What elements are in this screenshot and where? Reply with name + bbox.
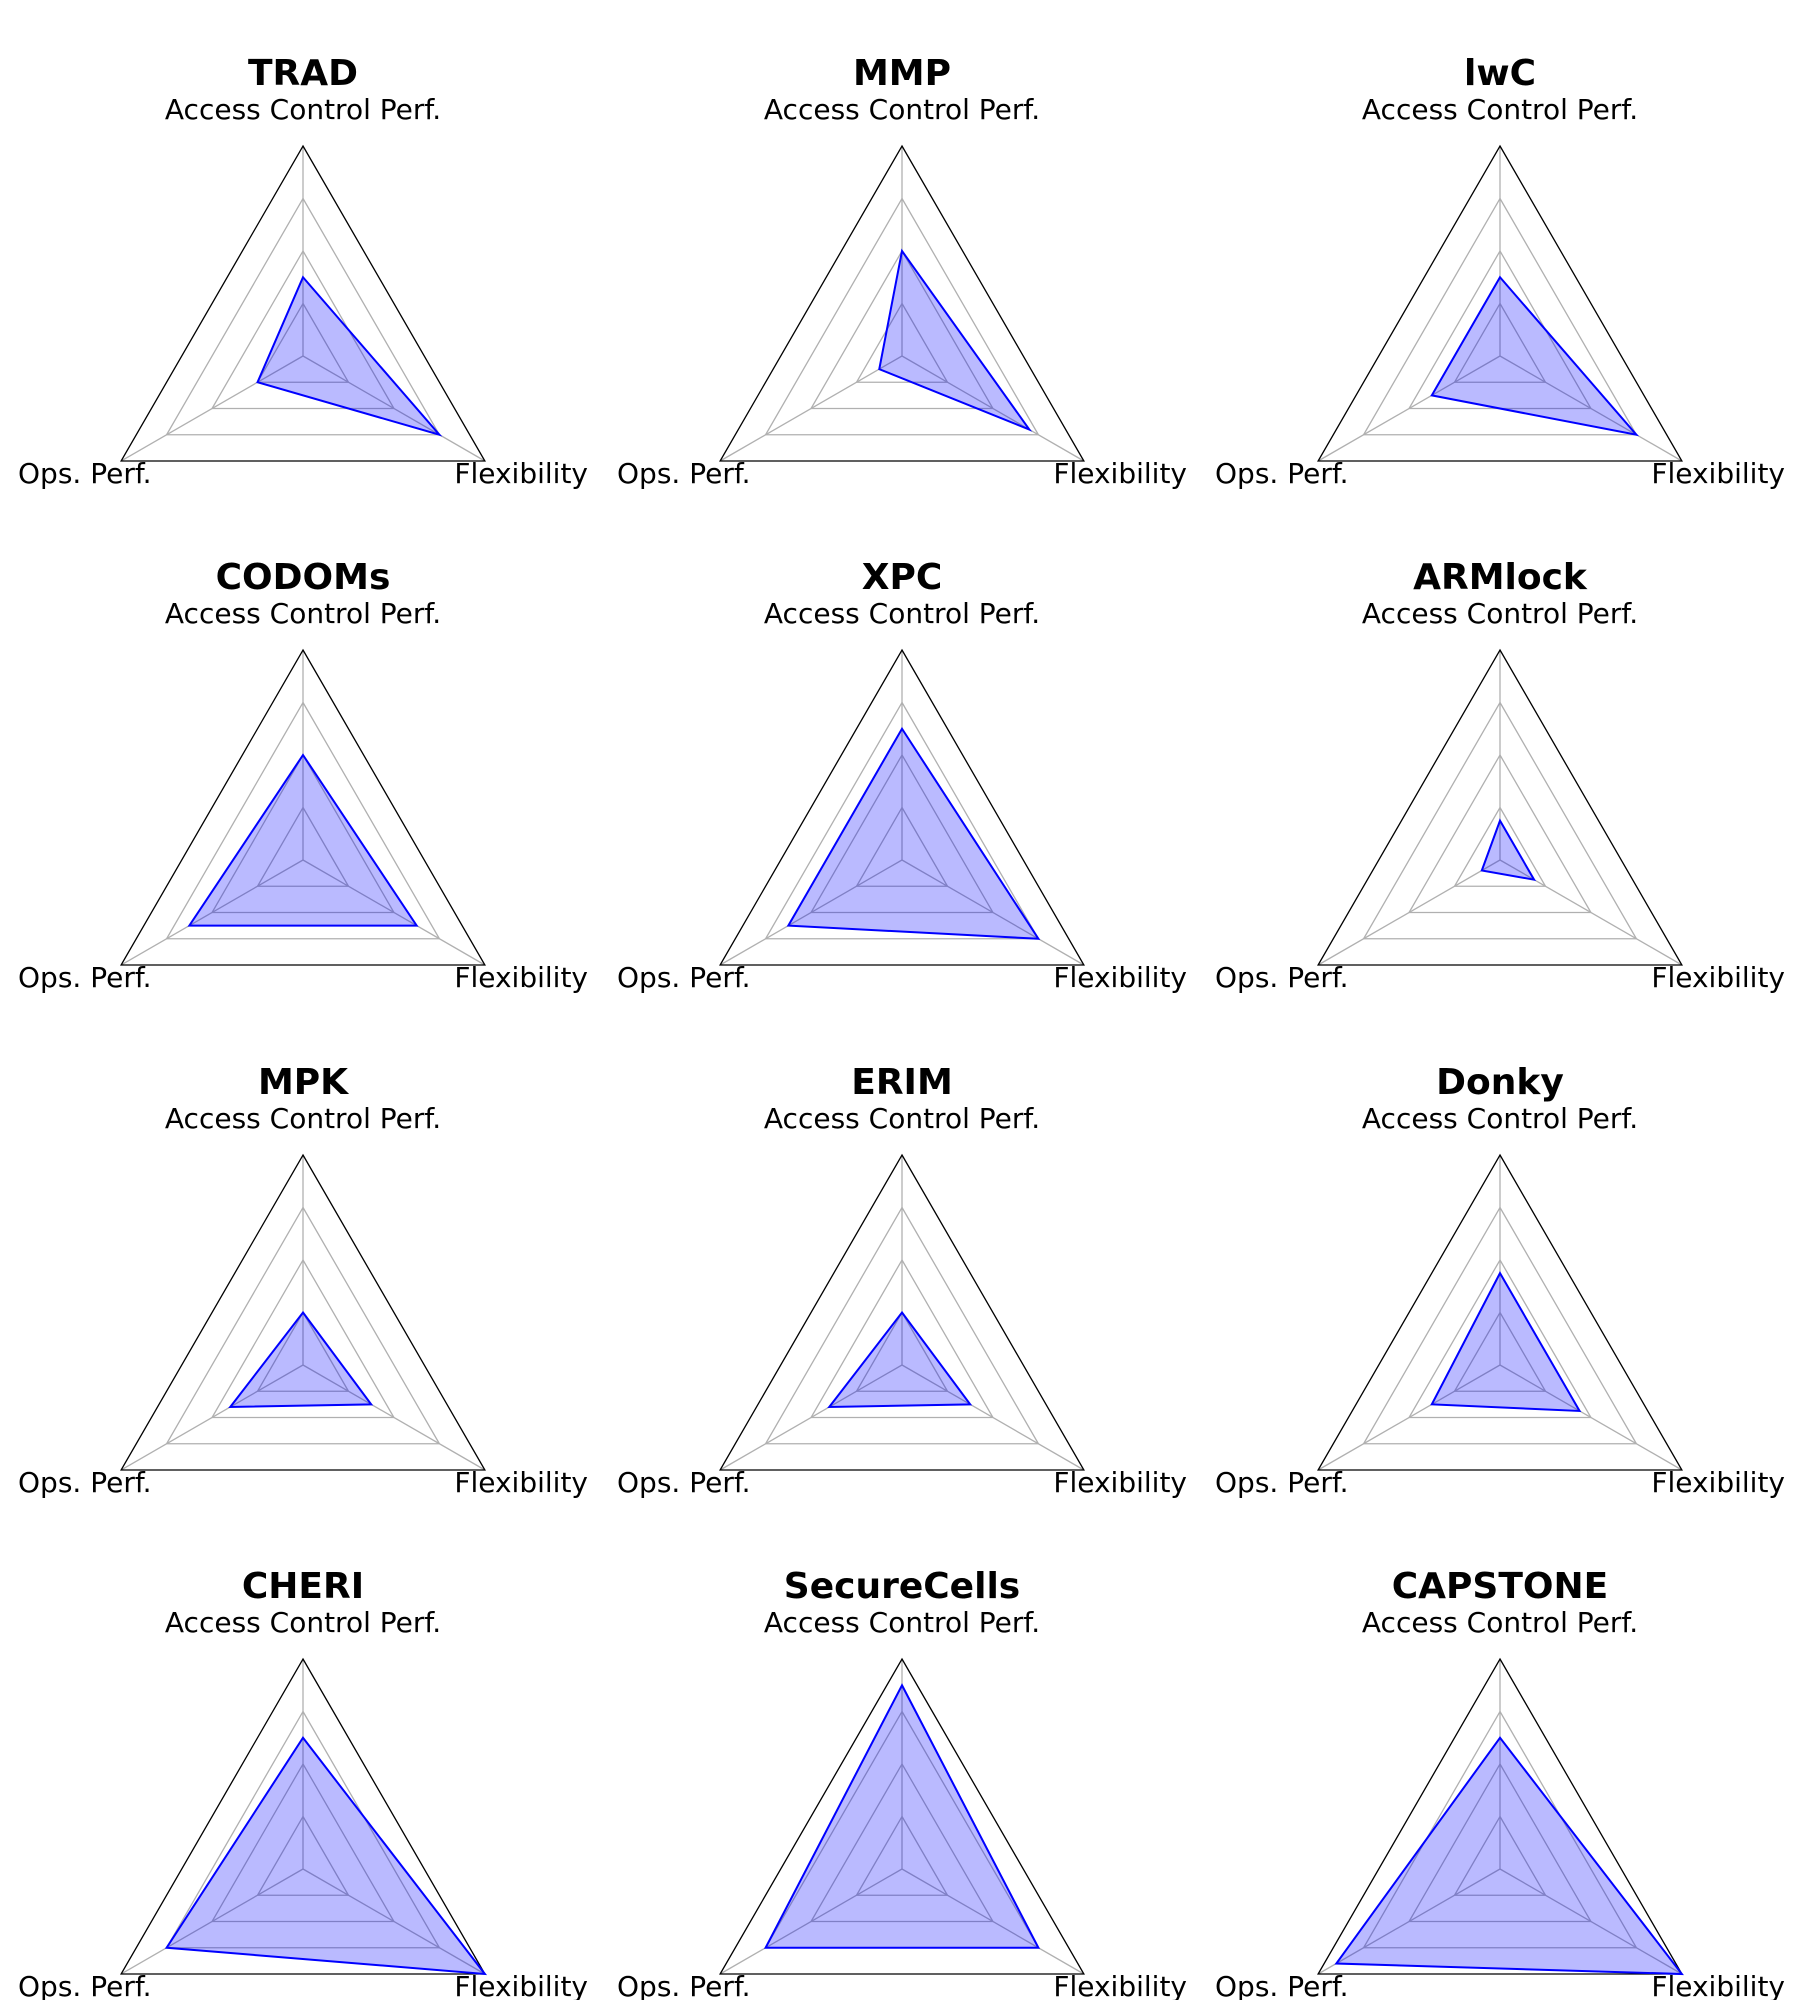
- axis-label-ops-perf: Ops. Perf.: [617, 457, 751, 490]
- axis-label-access-control-perf: Access Control Perf.: [764, 597, 1040, 630]
- axis-label-access-control-perf: Access Control Perf.: [764, 1102, 1040, 1135]
- panel-title: CHERI: [242, 1566, 364, 1607]
- axis-label-access-control-perf: Access Control Perf.: [1362, 597, 1638, 630]
- axis-label-flexibility: Flexibility: [454, 1466, 588, 1499]
- panel-title: CODOMs: [216, 557, 391, 598]
- axis-label-flexibility: Flexibility: [454, 1970, 588, 2000]
- panel-title: TRAD: [248, 53, 358, 94]
- axis-label-access-control-perf: Access Control Perf.: [165, 1606, 441, 1639]
- axis-label-ops-perf: Ops. Perf.: [617, 1970, 751, 2000]
- axis-label-flexibility: Flexibility: [1053, 457, 1187, 490]
- panel-title: MMP: [853, 53, 951, 94]
- data-area-mmp: [879, 251, 1029, 430]
- data-area-mpk: [230, 1313, 371, 1408]
- panel-title: XPC: [862, 557, 943, 598]
- axis-label-access-control-perf: Access Control Perf.: [1362, 93, 1638, 126]
- panel-title: CAPSTONE: [1392, 1566, 1608, 1607]
- axis-label-ops-perf: Ops. Perf.: [1215, 1466, 1349, 1499]
- axis-label-access-control-perf: Access Control Perf.: [764, 1606, 1040, 1639]
- panel-title: ERIM: [851, 1062, 953, 1103]
- data-area-armlock: [1482, 821, 1534, 880]
- data-area-securecells: [766, 1685, 1039, 1948]
- axis-label-flexibility: Flexibility: [1053, 1970, 1187, 2000]
- axis-label-flexibility: Flexibility: [1651, 457, 1785, 490]
- axis-label-ops-perf: Ops. Perf.: [18, 961, 152, 994]
- axis-label-flexibility: Flexibility: [1053, 1466, 1187, 1499]
- panel-title: SecureCells: [784, 1566, 1020, 1607]
- axis-label-ops-perf: Ops. Perf.: [18, 1970, 152, 2000]
- panel-title: Donky: [1436, 1062, 1564, 1103]
- axis-label-access-control-perf: Access Control Perf.: [1362, 1102, 1638, 1135]
- data-area-donky: [1432, 1273, 1580, 1411]
- axis-label-ops-perf: Ops. Perf.: [617, 961, 751, 994]
- axis-label-ops-perf: Ops. Perf.: [18, 457, 152, 490]
- axis-label-flexibility: Flexibility: [454, 457, 588, 490]
- axis-label-access-control-perf: Access Control Perf.: [165, 93, 441, 126]
- axis-label-ops-perf: Ops. Perf.: [18, 1466, 152, 1499]
- panel-title: ARMlock: [1413, 557, 1588, 598]
- axis-label-access-control-perf: Access Control Perf.: [1362, 1606, 1638, 1639]
- axis-label-flexibility: Flexibility: [454, 961, 588, 994]
- axis-label-access-control-perf: Access Control Perf.: [165, 1102, 441, 1135]
- axis-label-flexibility: Flexibility: [1651, 961, 1785, 994]
- data-area-erim: [829, 1313, 970, 1408]
- axis-label-ops-perf: Ops. Perf.: [1215, 1970, 1349, 2000]
- axis-label-access-control-perf: Access Control Perf.: [165, 597, 441, 630]
- axis-label-access-control-perf: Access Control Perf.: [764, 93, 1040, 126]
- axis-label-flexibility: Flexibility: [1053, 961, 1187, 994]
- axis-label-ops-perf: Ops. Perf.: [617, 1466, 751, 1499]
- data-area-lwc: [1432, 277, 1637, 435]
- axis-label-flexibility: Flexibility: [1651, 1466, 1785, 1499]
- data-area-cheri: [167, 1738, 485, 1974]
- axis-label-flexibility: Flexibility: [1651, 1970, 1785, 2000]
- axis-label-ops-perf: Ops. Perf.: [1215, 961, 1349, 994]
- axis-label-ops-perf: Ops. Perf.: [1215, 457, 1349, 490]
- data-area-trad: [258, 277, 440, 435]
- data-area-capstone: [1336, 1738, 1682, 1974]
- panel-title: MPK: [258, 1062, 349, 1103]
- panel-title: lwC: [1464, 53, 1536, 94]
